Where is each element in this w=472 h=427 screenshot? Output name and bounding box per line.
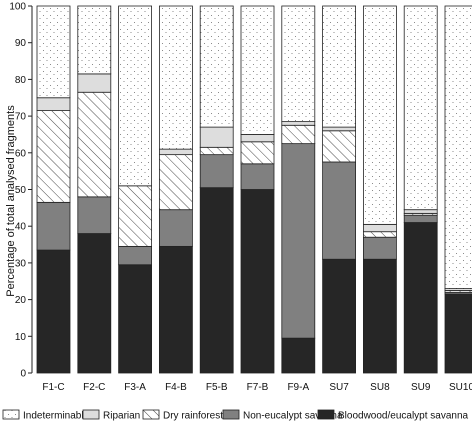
bar-segment-f7-b-bloodwood-eucalypt-savanna: [240, 189, 275, 374]
legend: Indeterminable Riparian Dry rainforest Non-…: [2, 409, 469, 422]
x-tick-label: SU10: [449, 382, 472, 393]
y-tick-label: 80: [15, 75, 27, 86]
bar-segment-f5-b-non-eucalypt-savanna: [199, 154, 234, 189]
bar-segment-f5-b-dry-rainforest: [199, 146, 234, 156]
bar-segment-f1-c-non-eucalypt-savanna: [36, 201, 71, 251]
y-tick-label: 0: [20, 369, 26, 380]
bar-segment-su7-non-eucalypt-savanna: [322, 161, 357, 260]
y-tick-label: 90: [15, 38, 27, 49]
bar-segment-f9-a-riparian: [281, 121, 316, 126]
bar-segment-su9-riparian: [403, 209, 438, 214]
bar-segment-su9-bloodwood-eucalypt-savanna: [403, 222, 438, 374]
bars-layer: [36, 5, 472, 374]
bar-segment-su7-dry-rainforest: [322, 130, 357, 163]
bar-segment-f7-b-dry-rainforest: [240, 141, 275, 165]
legend-swatch-riparian: [82, 409, 100, 420]
bar-segment-su7-riparian: [322, 126, 357, 132]
bar-segment-f1-c-indeterminable: [36, 5, 71, 99]
y-tick-label: 20: [15, 295, 27, 306]
bar-segment-f2-c-non-eucalypt-savanna: [77, 196, 112, 234]
x-tick-label: F7-B: [247, 382, 269, 393]
bar-segment-su10-indeterminable: [444, 5, 472, 289]
bar-segment-f1-c-dry-rainforest: [36, 110, 71, 203]
bar-segment-f7-b-non-eucalypt-savanna: [240, 163, 275, 190]
bar-segment-su9-indeterminable: [403, 5, 438, 211]
bar-segment-f1-c-bloodwood-eucalypt-savanna: [36, 249, 71, 374]
bar-segment-f7-b-riparian: [240, 134, 275, 143]
bar-segment-su7-indeterminable: [322, 5, 357, 128]
bar-segment-su9-non-eucalypt-savanna: [403, 214, 438, 223]
y-axis-label: Percentage of total analysed fragments: [5, 105, 17, 297]
bar-segment-f9-a-bloodwood-eucalypt-savanna: [281, 337, 316, 374]
x-axis-labels: F1-C F2-C F3-A F4-B F5-B F7-B F9-A SU7 SU8 SU9 SU1…: [42, 382, 472, 393]
x-tick-label: F2-C: [83, 382, 105, 393]
legend-swatch-dry-rainforest: [142, 409, 160, 420]
legend-label-indeterminable: Indeterminable: [23, 411, 90, 422]
bar-segment-f2-c-indeterminable: [77, 5, 112, 75]
bar-segment-f2-c-riparian: [77, 73, 112, 93]
bar-segment-f9-a-indeterminable: [281, 5, 316, 123]
bar-segment-su8-bloodwood-eucalypt-savanna: [362, 258, 397, 374]
x-tick-label: F3-A: [124, 382, 146, 393]
bar-segment-su8-indeterminable: [362, 5, 397, 225]
bar-segment-f3-a-bloodwood-eucalypt-savanna: [118, 264, 152, 374]
bar-segment-f3-a-dry-rainforest: [118, 185, 152, 247]
x-tick-label: SU9: [411, 382, 431, 393]
x-tick-label: F9-A: [287, 382, 309, 393]
bar-segment-f1-c-riparian: [36, 97, 71, 111]
bar-segment-su8-non-eucalypt-savanna: [362, 236, 397, 260]
bar-segment-f4-b-bloodwood-eucalypt-savanna: [158, 245, 193, 374]
legend-swatch-bloodwood-eucalypt-savanna: [317, 409, 335, 420]
legend-label-bloodwood-eucalypt-savanna: Bloodwood/eucalypt savanna: [338, 411, 469, 422]
bar-segment-f2-c-dry-rainforest: [77, 91, 112, 198]
bar-segment-f4-b-non-eucalypt-savanna: [158, 209, 193, 247]
bar-segment-f4-b-dry-rainforest: [158, 154, 193, 211]
bar-segment-su7-bloodwood-eucalypt-savanna: [322, 258, 357, 374]
y-tick-label: 10: [15, 332, 27, 343]
x-tick-label: F4-B: [165, 382, 187, 393]
y-tick-label: 60: [15, 148, 27, 159]
bar-segment-f5-b-indeterminable: [199, 5, 234, 128]
bar-segment-su10-bloodwood-eucalypt-savanna: [444, 293, 472, 374]
legend-swatch-non-eucalypt-savanna: [222, 409, 240, 420]
bar-segment-f5-b-bloodwood-eucalypt-savanna: [199, 187, 234, 374]
y-tick-label: 30: [15, 258, 27, 269]
x-tick-label: F5-B: [206, 382, 228, 393]
bar-segment-f3-a-non-eucalypt-savanna: [118, 245, 152, 266]
legend-label-riparian: Riparian: [103, 411, 140, 422]
bar-segment-f3-a-indeterminable: [118, 5, 152, 187]
y-tick-label: 100: [9, 2, 26, 13]
legend-swatch-indeterminable: [2, 409, 20, 420]
y-tick-label: 40: [15, 222, 27, 233]
x-tick-label: F1-C: [42, 382, 64, 393]
bar-segment-f9-a-dry-rainforest: [281, 124, 316, 145]
y-tick-label: 50: [15, 185, 27, 196]
y-tick-label: 70: [15, 112, 27, 123]
bar-segment-su8-riparian: [362, 223, 397, 233]
bar-segment-f4-b-indeterminable: [158, 5, 193, 150]
bar-segment-f4-b-riparian: [158, 148, 193, 156]
bar-segment-f5-b-riparian: [199, 126, 234, 148]
bar-segment-f2-c-bloodwood-eucalypt-savanna: [77, 233, 112, 374]
legend-label-dry-rainforest: Dry rainforest: [163, 411, 223, 422]
bar-segment-su8-dry-rainforest: [362, 231, 397, 238]
y-axis: 0 10 20 30 40 50 60 70 80 90 100: [9, 2, 33, 380]
x-tick-label: SU8: [370, 382, 390, 393]
x-tick-label: SU7: [329, 382, 349, 393]
bar-segment-f9-a-non-eucalypt-savanna: [281, 143, 316, 339]
legend-label-non-eucalypt-savanna: Non-eucalypt savanna: [243, 411, 343, 422]
bar-segment-f7-b-indeterminable: [240, 5, 275, 135]
